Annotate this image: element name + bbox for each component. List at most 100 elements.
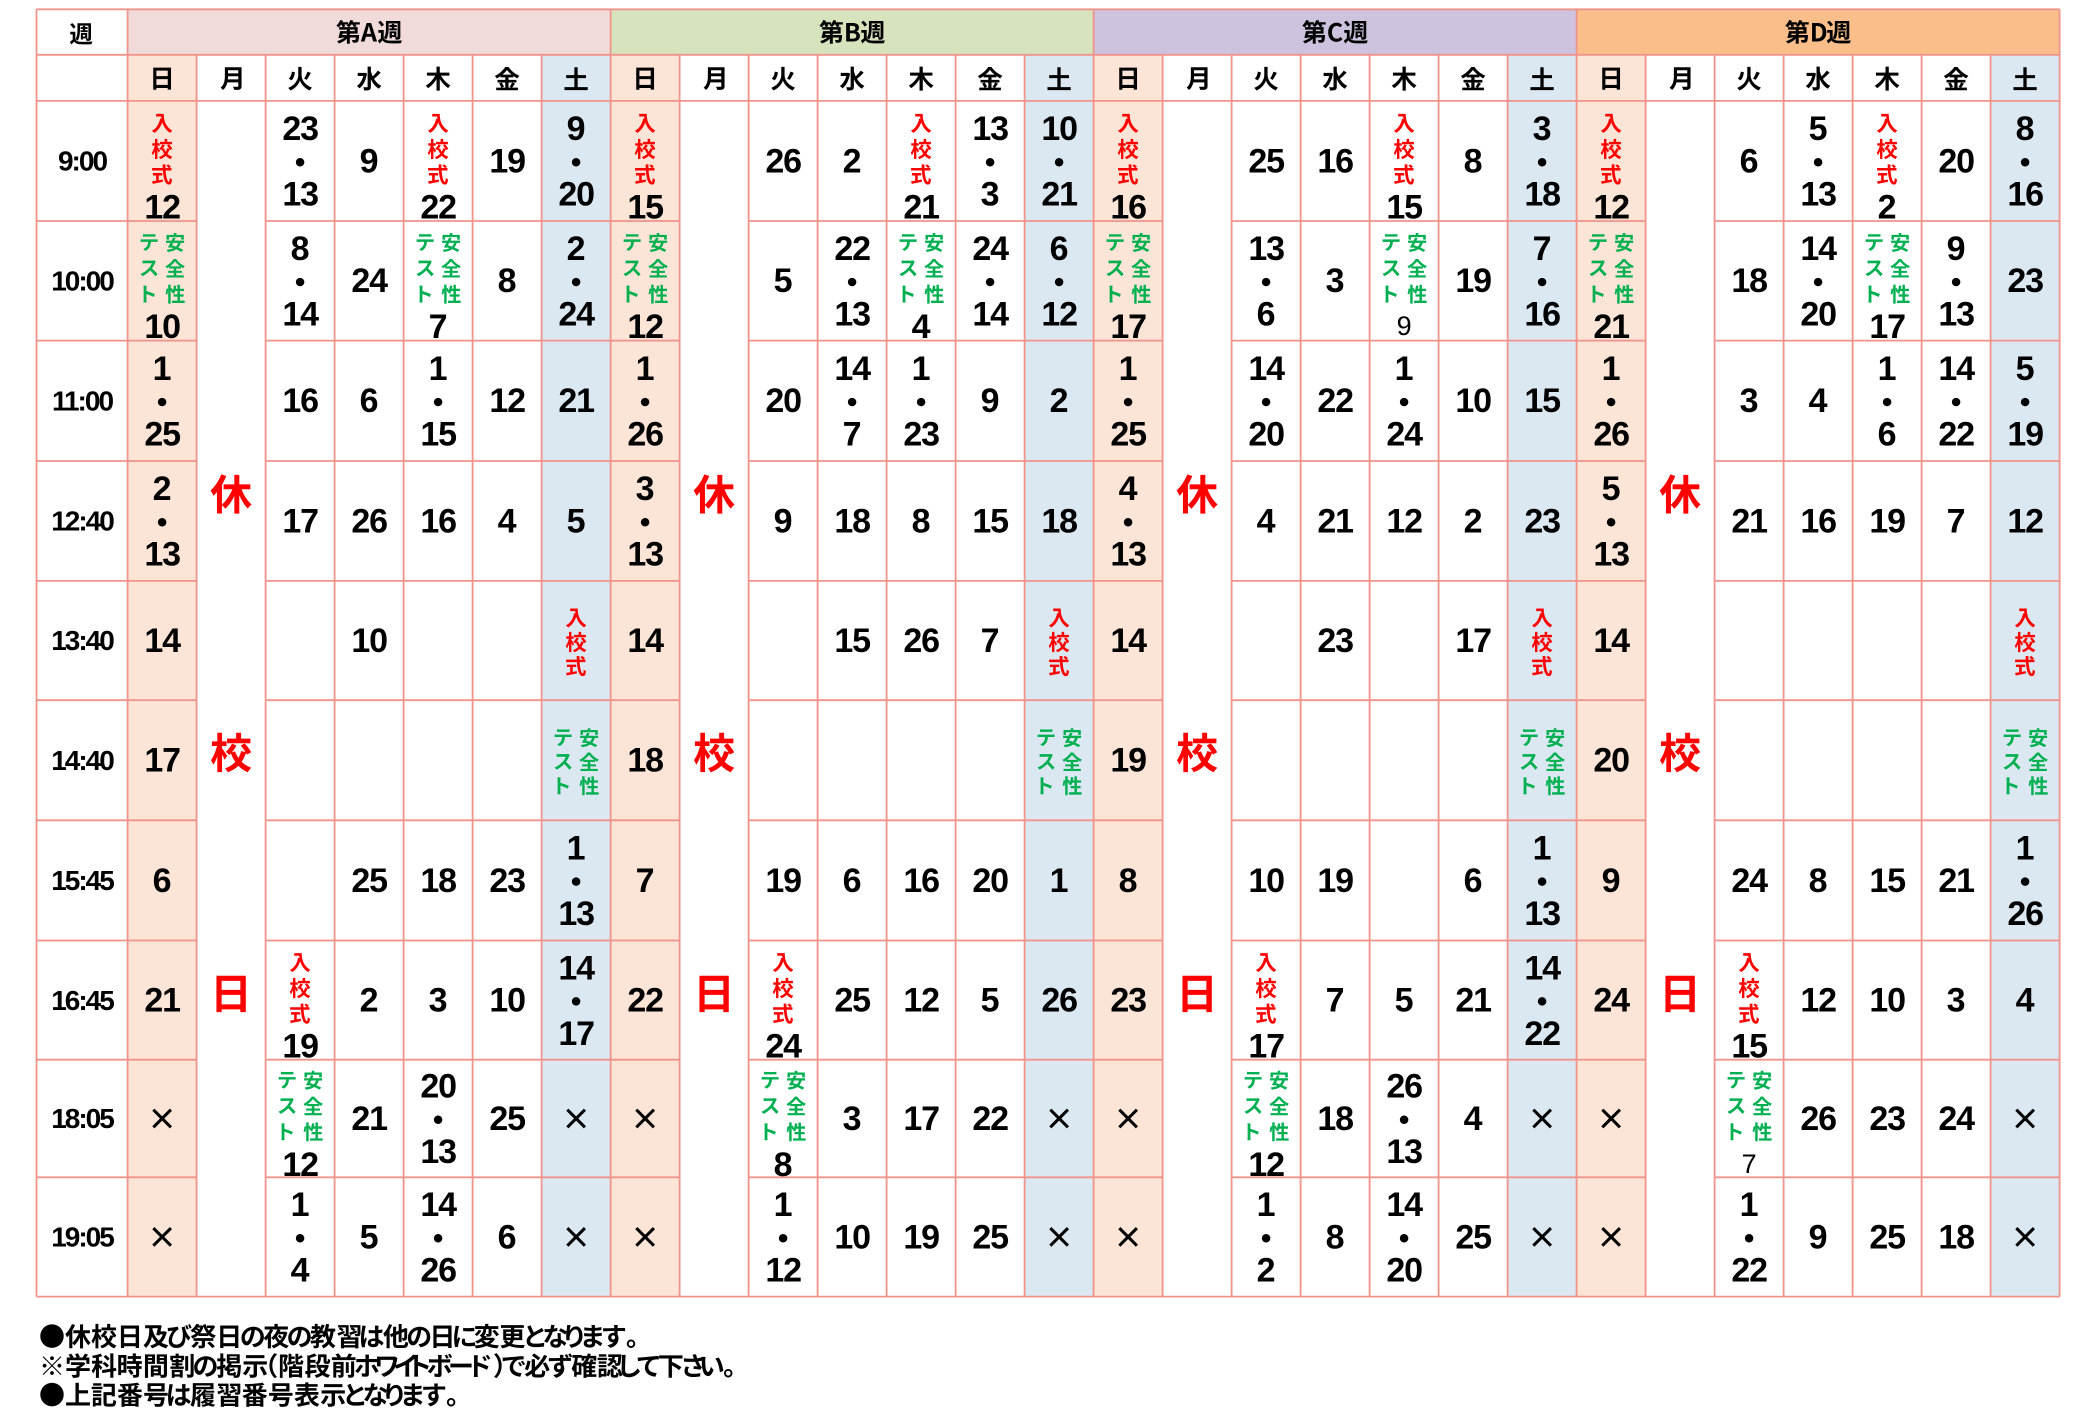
svg-text:22: 22 bbox=[1731, 1252, 1767, 1290]
svg-text:19: 19 bbox=[1455, 262, 1491, 300]
svg-text:21: 21 bbox=[1593, 308, 1629, 346]
svg-text:24: 24 bbox=[1731, 862, 1768, 900]
svg-text:10: 10 bbox=[1869, 982, 1905, 1020]
svg-text:5: 5 bbox=[2016, 350, 2035, 388]
svg-text:6: 6 bbox=[843, 862, 862, 900]
svg-text:18: 18 bbox=[1938, 1218, 1974, 1256]
svg-text:10: 10 bbox=[1248, 862, 1284, 900]
svg-text:19: 19 bbox=[2007, 416, 2043, 454]
svg-text:8: 8 bbox=[1464, 142, 1483, 180]
svg-text:16: 16 bbox=[1317, 142, 1353, 180]
svg-text:21: 21 bbox=[1455, 982, 1491, 1020]
svg-text:9:00: 9:00 bbox=[58, 146, 107, 177]
svg-text:26: 26 bbox=[1800, 1100, 1836, 1138]
svg-text:7: 7 bbox=[429, 308, 448, 346]
svg-text:24: 24 bbox=[1386, 416, 1423, 454]
svg-text:13: 13 bbox=[627, 536, 663, 574]
svg-text:16: 16 bbox=[2007, 176, 2043, 214]
svg-text:14: 14 bbox=[558, 949, 595, 987]
svg-text:22: 22 bbox=[1317, 382, 1353, 420]
svg-text:20: 20 bbox=[558, 176, 594, 214]
svg-text:13: 13 bbox=[282, 176, 318, 214]
svg-text:19: 19 bbox=[903, 1218, 939, 1256]
svg-text:6: 6 bbox=[498, 1218, 517, 1256]
svg-text:13: 13 bbox=[1593, 536, 1629, 574]
svg-text:7: 7 bbox=[1742, 1149, 1757, 1179]
svg-text:23: 23 bbox=[903, 416, 939, 454]
svg-text:6: 6 bbox=[1464, 862, 1483, 900]
svg-text:17: 17 bbox=[558, 1015, 594, 1053]
svg-text:23: 23 bbox=[1317, 622, 1353, 660]
svg-text:18: 18 bbox=[1731, 262, 1767, 300]
svg-text:13: 13 bbox=[834, 296, 870, 334]
svg-text:20: 20 bbox=[1386, 1252, 1422, 1290]
svg-text:2: 2 bbox=[1878, 188, 1897, 226]
svg-text:13: 13 bbox=[1248, 230, 1284, 268]
svg-text:20: 20 bbox=[972, 862, 1008, 900]
svg-text:20: 20 bbox=[420, 1068, 456, 1106]
svg-text:20: 20 bbox=[1248, 416, 1284, 454]
svg-text:1: 1 bbox=[1878, 350, 1897, 388]
svg-text:1: 1 bbox=[153, 350, 172, 388]
svg-text:4: 4 bbox=[912, 308, 931, 346]
svg-text:17: 17 bbox=[903, 1100, 939, 1138]
svg-text:1: 1 bbox=[774, 1186, 793, 1224]
svg-text:20: 20 bbox=[765, 382, 801, 420]
svg-text:1: 1 bbox=[2016, 830, 2035, 868]
svg-text:14: 14 bbox=[627, 622, 664, 660]
svg-text:7: 7 bbox=[1533, 230, 1552, 268]
svg-text:25: 25 bbox=[972, 1218, 1008, 1256]
svg-text:24: 24 bbox=[1593, 982, 1630, 1020]
svg-text:18: 18 bbox=[834, 502, 870, 540]
svg-text:12: 12 bbox=[1248, 1146, 1284, 1184]
svg-text:2: 2 bbox=[843, 142, 862, 180]
svg-text:21: 21 bbox=[144, 982, 180, 1020]
svg-text:4: 4 bbox=[291, 1252, 310, 1290]
svg-text:11:00: 11:00 bbox=[52, 386, 113, 417]
svg-text:2: 2 bbox=[1257, 1252, 1276, 1290]
svg-text:2: 2 bbox=[1050, 382, 1069, 420]
svg-text:22: 22 bbox=[420, 188, 456, 226]
svg-text:8: 8 bbox=[291, 230, 310, 268]
svg-text:14: 14 bbox=[1800, 230, 1837, 268]
svg-text:17: 17 bbox=[1869, 308, 1905, 346]
svg-text:17: 17 bbox=[144, 742, 180, 780]
svg-text:2: 2 bbox=[360, 982, 379, 1020]
svg-text:6: 6 bbox=[153, 862, 172, 900]
svg-text:3: 3 bbox=[1947, 982, 1966, 1020]
svg-text:14: 14 bbox=[144, 622, 181, 660]
svg-text:19:05: 19:05 bbox=[51, 1222, 114, 1253]
svg-text:1: 1 bbox=[1740, 1186, 1759, 1224]
svg-text:14: 14 bbox=[1248, 350, 1285, 388]
svg-text:9: 9 bbox=[1397, 311, 1412, 341]
svg-text:13: 13 bbox=[420, 1133, 456, 1171]
svg-text:14: 14 bbox=[1593, 622, 1630, 660]
svg-text:1: 1 bbox=[1050, 862, 1069, 900]
svg-text:18: 18 bbox=[1524, 176, 1560, 214]
svg-text:8: 8 bbox=[912, 502, 931, 540]
svg-text:5: 5 bbox=[1602, 470, 1621, 508]
svg-text:23: 23 bbox=[489, 862, 525, 900]
svg-text:17: 17 bbox=[1248, 1028, 1284, 1066]
svg-text:3: 3 bbox=[981, 176, 1000, 214]
svg-text:26: 26 bbox=[1593, 416, 1629, 454]
svg-text:13: 13 bbox=[1110, 536, 1146, 574]
svg-text:15:45: 15:45 bbox=[51, 865, 114, 896]
svg-text:21: 21 bbox=[903, 188, 939, 226]
svg-text:17: 17 bbox=[1455, 622, 1491, 660]
svg-text:22: 22 bbox=[627, 982, 663, 1020]
svg-text:3: 3 bbox=[1326, 262, 1345, 300]
svg-text:18: 18 bbox=[1317, 1100, 1353, 1138]
svg-text:7: 7 bbox=[1326, 982, 1345, 1020]
svg-text:24: 24 bbox=[1938, 1100, 1975, 1138]
svg-text:14: 14 bbox=[1110, 622, 1147, 660]
svg-text:12: 12 bbox=[1593, 188, 1629, 226]
svg-text:21: 21 bbox=[1938, 862, 1974, 900]
svg-text:22: 22 bbox=[1524, 1015, 1560, 1053]
svg-text:1: 1 bbox=[1602, 350, 1621, 388]
svg-text:13: 13 bbox=[972, 110, 1008, 148]
svg-text:12: 12 bbox=[627, 308, 663, 346]
svg-text:8: 8 bbox=[1119, 862, 1138, 900]
svg-text:6: 6 bbox=[1740, 142, 1759, 180]
svg-text:9: 9 bbox=[981, 382, 1000, 420]
